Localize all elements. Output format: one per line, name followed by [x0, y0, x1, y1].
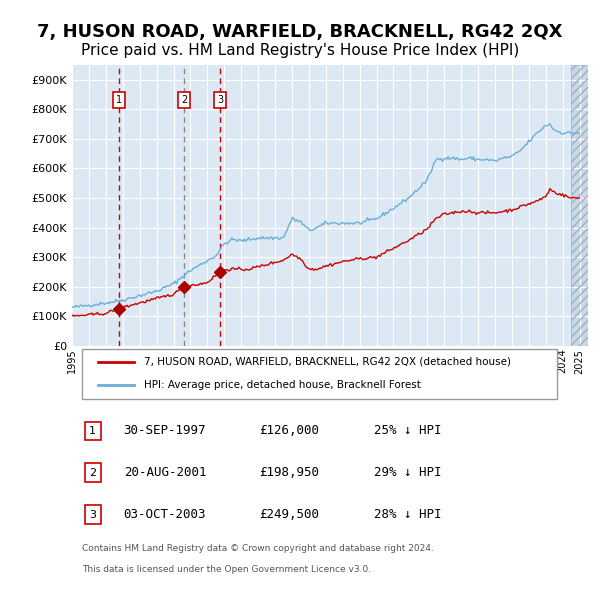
Text: 30-SEP-1997: 30-SEP-1997 — [124, 424, 206, 437]
Text: 1: 1 — [89, 426, 96, 436]
Text: 2: 2 — [89, 468, 96, 478]
Text: 7, HUSON ROAD, WARFIELD, BRACKNELL, RG42 2QX (detached house): 7, HUSON ROAD, WARFIELD, BRACKNELL, RG42… — [144, 356, 511, 366]
Text: £198,950: £198,950 — [259, 467, 319, 480]
Text: 29% ↓ HPI: 29% ↓ HPI — [374, 467, 441, 480]
Text: £126,000: £126,000 — [259, 424, 319, 437]
Text: 20-AUG-2001: 20-AUG-2001 — [124, 467, 206, 480]
Bar — [571, 65, 588, 346]
Text: 28% ↓ HPI: 28% ↓ HPI — [374, 509, 441, 522]
Text: 3: 3 — [217, 96, 223, 106]
Text: 03-OCT-2003: 03-OCT-2003 — [124, 509, 206, 522]
Text: Contains HM Land Registry data © Crown copyright and database right 2024.: Contains HM Land Registry data © Crown c… — [82, 545, 434, 553]
Text: 7, HUSON ROAD, WARFIELD, BRACKNELL, RG42 2QX: 7, HUSON ROAD, WARFIELD, BRACKNELL, RG42… — [37, 24, 563, 41]
Text: £249,500: £249,500 — [259, 509, 319, 522]
Text: HPI: Average price, detached house, Bracknell Forest: HPI: Average price, detached house, Brac… — [144, 380, 421, 390]
Text: This data is licensed under the Open Government Licence v3.0.: This data is licensed under the Open Gov… — [82, 565, 371, 573]
Text: Price paid vs. HM Land Registry's House Price Index (HPI): Price paid vs. HM Land Registry's House … — [81, 42, 519, 58]
FancyBboxPatch shape — [82, 349, 557, 399]
Text: 3: 3 — [89, 510, 96, 520]
Text: 2: 2 — [181, 96, 187, 106]
Text: 25% ↓ HPI: 25% ↓ HPI — [374, 424, 441, 437]
Bar — [571, 65, 588, 346]
Text: 1: 1 — [115, 96, 122, 106]
